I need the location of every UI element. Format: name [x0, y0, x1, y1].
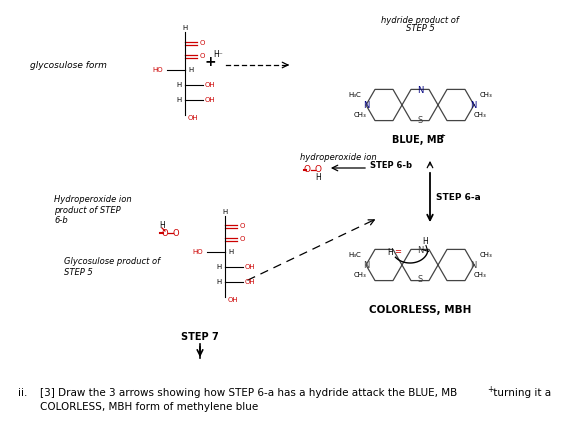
Text: H: H: [177, 97, 182, 103]
Text: Glycosulose product of
STEP 5: Glycosulose product of STEP 5: [64, 257, 160, 277]
Text: H: H: [222, 209, 228, 215]
Text: HO: HO: [152, 67, 163, 73]
Text: H₃C: H₃C: [348, 252, 361, 258]
Text: CH₃: CH₃: [354, 272, 367, 278]
Text: STEP 6-a: STEP 6-a: [436, 193, 481, 202]
Text: H: H: [182, 25, 188, 31]
Text: N: N: [363, 260, 369, 269]
Text: O: O: [304, 166, 311, 175]
Text: hydroperoxide ion: hydroperoxide ion: [300, 152, 377, 162]
Text: O: O: [200, 40, 206, 46]
Text: O: O: [200, 53, 206, 59]
Text: OH: OH: [245, 279, 256, 285]
Text: N: N: [471, 260, 477, 269]
Text: +: +: [439, 133, 445, 139]
Text: H: H: [422, 237, 428, 245]
Text: HO: HO: [192, 249, 203, 255]
Text: turning it a: turning it a: [490, 388, 551, 398]
Text: BLUE, MB: BLUE, MB: [392, 135, 444, 145]
Text: H⁻: H⁻: [213, 50, 223, 58]
Text: CH₃: CH₃: [473, 112, 486, 118]
Text: CH₃: CH₃: [473, 272, 486, 278]
Text: H: H: [217, 264, 222, 270]
Text: STEP 5: STEP 5: [405, 23, 435, 32]
Text: N: N: [417, 85, 423, 94]
Text: H: H: [159, 221, 165, 229]
Text: STEP 6-b: STEP 6-b: [370, 160, 412, 170]
Text: STEP 7: STEP 7: [181, 332, 219, 342]
Text: O: O: [240, 236, 246, 242]
Text: COLORLESS, MBH form of methylene blue: COLORLESS, MBH form of methylene blue: [40, 402, 258, 412]
Text: S: S: [417, 276, 423, 284]
Text: H: H: [228, 249, 233, 255]
Text: S: S: [417, 116, 423, 124]
Text: OH: OH: [205, 97, 216, 103]
Text: N: N: [471, 101, 477, 109]
Text: H: H: [188, 67, 193, 73]
Text: O: O: [162, 229, 168, 237]
Text: O: O: [240, 223, 246, 229]
Text: COLORLESS, MBH: COLORLESS, MBH: [369, 305, 471, 315]
Text: OH: OH: [245, 264, 256, 270]
Text: OH: OH: [205, 82, 216, 88]
Text: glycosulose form: glycosulose form: [30, 61, 106, 70]
Text: ii.: ii.: [18, 388, 27, 398]
Text: +: +: [204, 55, 216, 69]
Text: OH: OH: [228, 297, 239, 303]
Text: H: H: [177, 82, 182, 88]
Text: H: H: [387, 248, 393, 256]
Text: O: O: [172, 229, 179, 237]
Text: =: =: [395, 248, 401, 256]
Text: +: +: [487, 385, 493, 395]
Text: CH₃: CH₃: [479, 92, 492, 98]
Text: N: N: [363, 101, 369, 109]
Text: hydride product of: hydride product of: [381, 16, 459, 24]
Text: [3] Draw the 3 arrows showing how STEP 6-a has a hydride attack the BLUE, MB: [3] Draw the 3 arrows showing how STEP 6…: [40, 388, 457, 398]
Text: H: H: [315, 174, 321, 183]
Text: Hydroperoxide ion
product of STEP
6-b: Hydroperoxide ion product of STEP 6-b: [54, 195, 132, 225]
Text: O: O: [315, 166, 321, 175]
Text: H₃C: H₃C: [348, 92, 361, 98]
Text: CH₃: CH₃: [479, 252, 492, 258]
Text: H: H: [217, 279, 222, 285]
Text: CH₃: CH₃: [354, 112, 367, 118]
Text: OH: OH: [188, 115, 199, 121]
Text: N: N: [417, 245, 423, 254]
